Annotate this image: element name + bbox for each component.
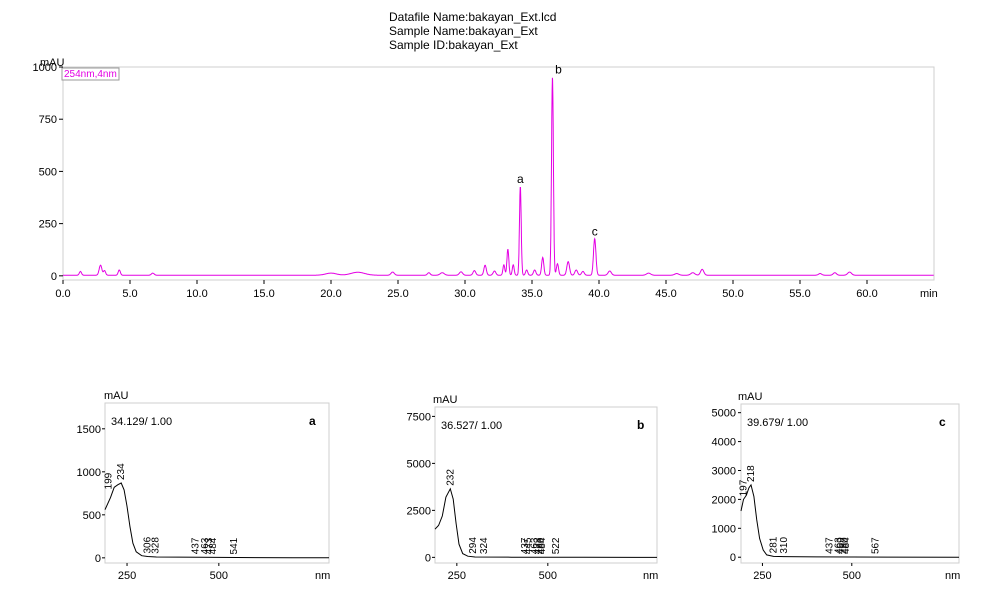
spectrum-b-peak-label: 437 (520, 537, 531, 554)
spectrum-b-peak-label: 445 (523, 537, 534, 554)
spectrum-a-peak-label: 437 (191, 537, 202, 554)
spectrum-b-peak-label: 472 (533, 537, 544, 554)
spectrum-b-y-tick-label: 7500 (407, 411, 431, 423)
spectrum-b-y-tick-label: 5000 (407, 458, 431, 470)
spectrum-c-y-tick-label: 4000 (712, 437, 736, 449)
spectrum-b-x-tick-label: 500 (539, 570, 557, 582)
sample-id: Sample ID:bakayan_Ext (389, 38, 518, 52)
chromatogram-legend-box (61, 67, 120, 81)
chromatogram-y-tick-label: 500 (39, 166, 57, 178)
spectrum-c-y-tick-label: 5000 (712, 408, 736, 420)
spectrum-c-peak-label: 463 (834, 537, 845, 554)
spectrum-a-peak-label: 484 (208, 537, 219, 554)
chromatogram-y-axis-label: mAU (40, 57, 65, 69)
spectrum-b-y-tick-label: 2500 (407, 505, 431, 517)
chromatogram-y-tick-label: 750 (39, 114, 57, 126)
chromatogram-x-tick-label: 15.0 (253, 288, 274, 300)
spectrum-b-curve (434, 487, 658, 558)
spectrum-a-curve (104, 482, 330, 559)
chromatogram-y-tick-label: 1000 (33, 62, 57, 74)
spectrum-a-panel-label: a (309, 414, 316, 428)
chromatogram-frame (62, 66, 935, 281)
spectrum-a-y-tick-label: 1500 (77, 424, 101, 436)
spectrum-b-panel-label: b (637, 418, 644, 432)
spectrum-b-y-axis-label: mAU (433, 394, 458, 406)
spectrum-b-x-tick-label: 250 (448, 570, 466, 582)
spectrum-c-peak-label: 437 (824, 537, 835, 554)
sample-name: Sample Name:bakayan_Ext (389, 24, 538, 38)
spectrum-b-peak-label: 324 (479, 537, 490, 554)
spectrum-c-peak-label: 480 (840, 537, 851, 554)
spectrum-a-peak-label: 199 (103, 472, 114, 489)
chromatogram-x-tick-label: 40.0 (588, 288, 609, 300)
spectrum-a-peak-label: 234 (116, 463, 127, 480)
spectrum-b-y-tick-label: 0 (425, 552, 431, 564)
spectrum-a-frame (104, 402, 330, 564)
spectrum-a-x-axis-label: nm (315, 570, 330, 582)
datafile-name: Datafile Name:bakayan_Ext.lcd (389, 10, 557, 24)
spectrum-a-x-tick-label: 500 (210, 570, 228, 582)
chromatogram-x-axis-label: min (920, 288, 938, 300)
spectrum-c-panel-label: c (939, 415, 946, 429)
spectrum-c-peak-label: 281 (769, 536, 780, 553)
chromatogram-x-tick-label: 35.0 (521, 288, 542, 300)
spectrum-b-peak-label: 463 (529, 537, 540, 554)
spectrum-c-peak-label: 484 (841, 537, 852, 554)
spectrum-c-peak-label: 567 (871, 537, 882, 554)
spectrum-a-peak-label: 306 (143, 536, 154, 553)
spectrum-a-caption: 34.129/ 1.00 (111, 416, 172, 428)
chromatogram-x-tick-label: 5.0 (122, 288, 137, 300)
chromatogram-x-tick-label: 55.0 (789, 288, 810, 300)
spectrum-b-peak-label: 480 (536, 537, 547, 554)
spectrum-b-peak-label: 232 (445, 469, 456, 486)
spectrum-b-peak-label: 484 (537, 537, 548, 554)
chromatogram-trace (63, 77, 934, 276)
chromatogram-x-tick-label: 60.0 (856, 288, 877, 300)
chromatogram-legend: 254nm,4nm (64, 69, 117, 80)
spectrum-c-y-tick-label: 0 (730, 552, 736, 564)
sample-header: Datafile Name:bakayan_Ext.lcd Sample Nam… (389, 10, 556, 52)
chromatogram-x-tick-label: 45.0 (655, 288, 676, 300)
chromatogram-y-tick-label: 0 (51, 271, 57, 283)
spectrum-a-peak-label: 541 (229, 537, 240, 554)
spectrum-c-x-tick-label: 250 (753, 570, 771, 582)
spectrum-b-peak-label: 522 (551, 537, 562, 554)
spectrum-c-y-axis-label: mAU (738, 391, 763, 403)
spectrum-c-y-tick-label: 3000 (712, 465, 736, 477)
spectrum-c-peak-label: 197 (739, 479, 750, 496)
spectrum-c-y-tick-label: 2000 (712, 494, 736, 506)
spectrum-a-y-tick-label: 1000 (77, 467, 101, 479)
spectrum-c-frame (740, 403, 960, 564)
spectrum-b-frame (434, 406, 658, 564)
spectrum-b-peak-label: 294 (468, 537, 479, 554)
spectrum-a-y-tick-label: 0 (95, 553, 101, 565)
peak-annotation-b: b (555, 62, 562, 76)
spectrum-a-peak-label: 463 (200, 537, 211, 554)
chromatogram-x-tick-label: 0.0 (55, 288, 70, 300)
chromatogram-x-tick-label: 30.0 (454, 288, 475, 300)
peak-annotation-c: c (592, 224, 598, 238)
spectrum-a-x-tick-label: 250 (118, 570, 136, 582)
spectrum-b-caption: 36.527/ 1.00 (441, 420, 502, 432)
spectrum-c-x-axis-label: nm (945, 570, 960, 582)
chromatogram-x-tick-label: 10.0 (186, 288, 207, 300)
spectrum-c-peak-label: 310 (779, 537, 790, 554)
spectrum-c-peak-label: 469 (836, 537, 847, 554)
spectrum-a-y-axis-label: mAU (104, 390, 129, 402)
spectrum-a-y-tick-label: 500 (83, 510, 101, 522)
spectrum-c-curve (740, 483, 960, 558)
spectrum-c-caption: 39.679/ 1.00 (747, 417, 808, 429)
chromatogram-x-tick-label: 25.0 (387, 288, 408, 300)
chromatogram-x-tick-label: 50.0 (722, 288, 743, 300)
spectrum-c-y-tick-label: 1000 (712, 523, 736, 535)
spectrum-b-x-axis-label: nm (643, 570, 658, 582)
spectrum-a-peak-label: 473 (204, 537, 215, 554)
peak-annotation-a: a (517, 172, 524, 186)
spectrum-a-peak-label: 328 (151, 537, 162, 554)
chromatogram-y-tick-label: 250 (39, 219, 57, 231)
chromatogram-x-tick-label: 20.0 (320, 288, 341, 300)
spectrum-c-x-tick-label: 500 (843, 570, 861, 582)
spectrum-c-peak-label: 218 (746, 465, 757, 482)
